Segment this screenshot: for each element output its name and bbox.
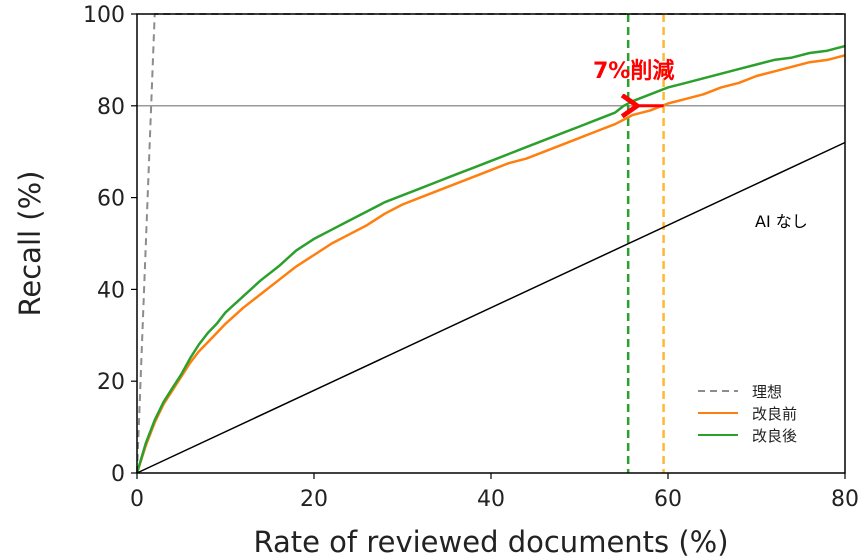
x-tick-label-1: 20 [300, 487, 328, 512]
y-tick-label-2: 40 [97, 278, 125, 303]
y-tick-label-0: 0 [111, 462, 125, 487]
y-axis-title: Recall (%) [13, 171, 47, 317]
annotation-reduction: 7%削減 [593, 59, 674, 84]
series-line-2 [135, 44, 846, 474]
y-tick-label-4: 80 [97, 95, 125, 120]
x-tick-label-2: 40 [477, 487, 505, 512]
x-tick-label-4: 80 [831, 487, 859, 512]
annotations: 7%削減 AI なし [593, 59, 808, 231]
x-tick-label-3: 60 [654, 487, 682, 512]
legend-label-0: 理想 [752, 383, 782, 401]
y-tick-label-3: 60 [97, 187, 125, 212]
reference-lines [137, 14, 845, 473]
legend-label-2: 改良後 [752, 427, 797, 445]
axes: 0 20 40 60 80 0 20 40 60 80 100 Rate of reviewed do… [13, 3, 859, 559]
y-tick-label-1: 20 [97, 370, 125, 395]
x-axis-title: Rate of reviewed documents (%) [253, 525, 728, 559]
x-tick-label-0: 0 [130, 487, 144, 512]
series-line-3 [136, 141, 846, 474]
legend-label-1: 改良前 [752, 405, 797, 423]
y-tick-label-5: 100 [83, 3, 125, 28]
annotation-no-ai: AI なし [755, 212, 808, 231]
series-lines [135, 13, 846, 474]
series-line-1 [135, 54, 846, 474]
